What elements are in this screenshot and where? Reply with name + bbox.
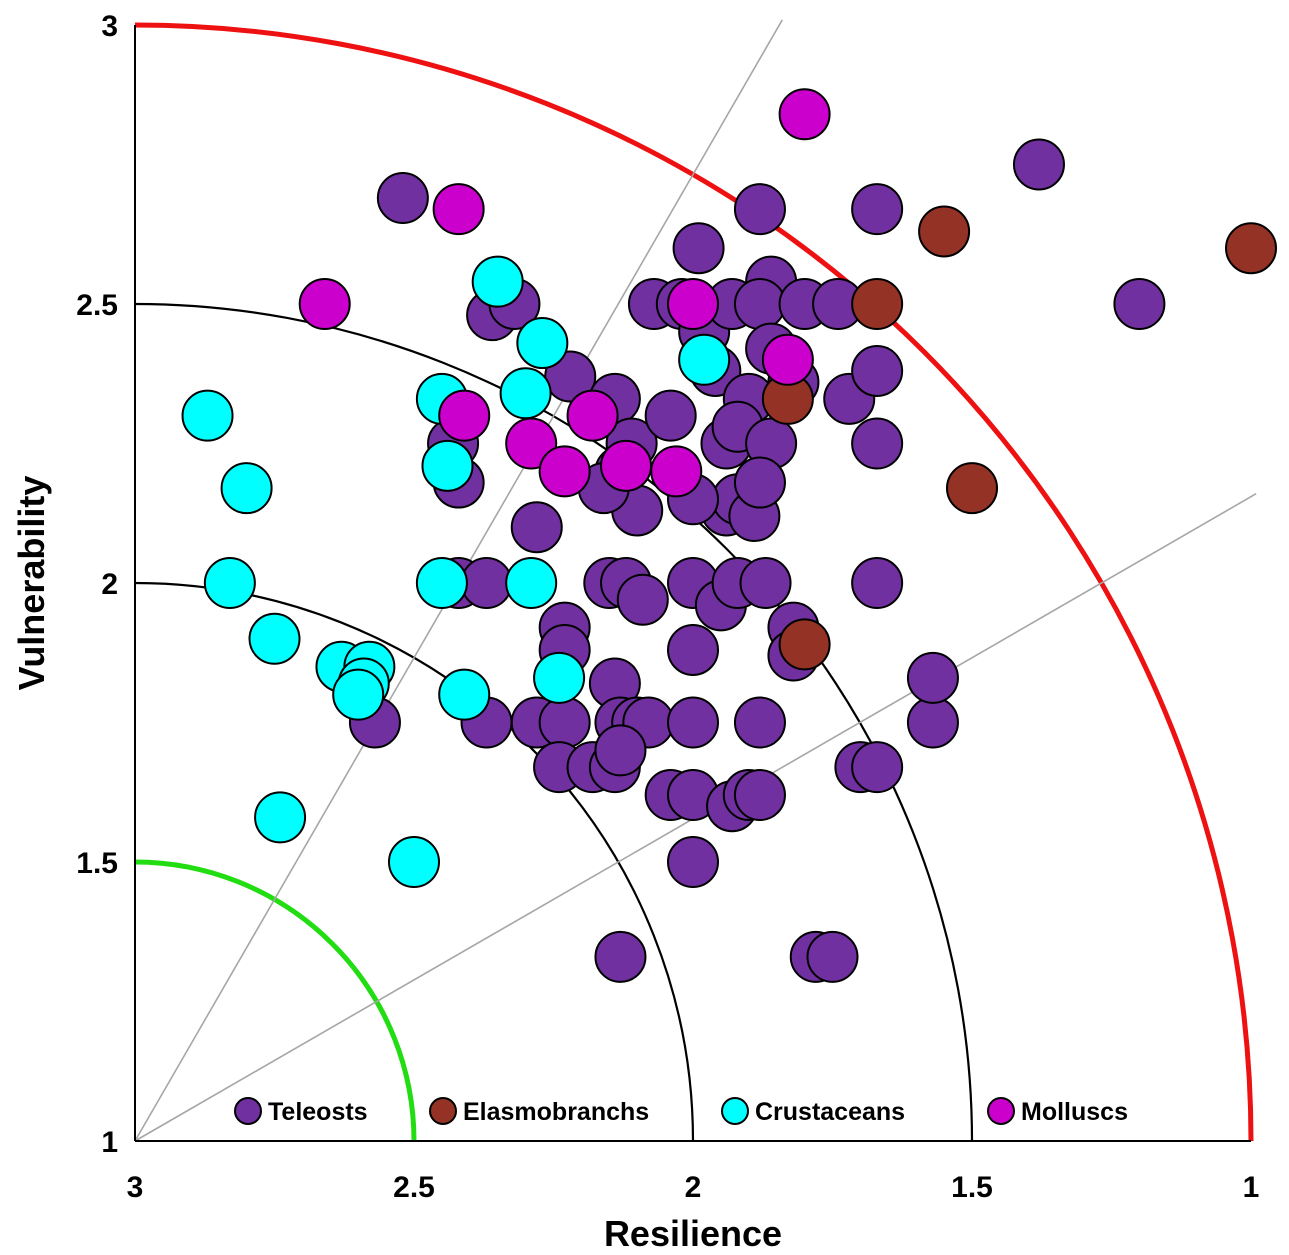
data-point — [376, 171, 429, 224]
axes-layer — [134, 25, 1251, 1142]
legend-marker — [234, 1097, 262, 1125]
legend: Teleosts Elasmobranchs Crustaceans Molluscs — [234, 1097, 1128, 1126]
data-point — [851, 344, 904, 397]
data-point — [594, 930, 647, 983]
data-point — [510, 501, 563, 554]
data-point — [761, 333, 814, 386]
data-point — [851, 557, 904, 609]
legend-label: Crustaceans — [755, 1098, 905, 1126]
y-tick-label: 2 — [101, 568, 118, 601]
data-point — [499, 367, 552, 420]
arc-3 — [134, 22, 1254, 1142]
data-point — [1012, 138, 1065, 191]
x-tick-label: 3 — [127, 1171, 144, 1204]
x-tick-label: 2.5 — [393, 1171, 435, 1204]
points-layer — [181, 88, 1277, 983]
data-point — [851, 278, 904, 330]
data-point — [906, 696, 959, 749]
y-tick-label: 2.5 — [76, 289, 118, 322]
legend-marker — [721, 1097, 749, 1125]
y-tick-label: 1 — [101, 1126, 118, 1159]
series-molluscs — [298, 88, 831, 498]
data-point — [667, 623, 719, 676]
data-point — [248, 612, 301, 665]
arc-0 — [134, 859, 417, 1142]
series-teleosts — [348, 138, 1166, 983]
arc-2 — [134, 302, 974, 1142]
series-elasmobranchs — [761, 205, 1277, 671]
data-point — [438, 389, 491, 442]
data-point — [600, 439, 653, 492]
data-point — [533, 651, 586, 704]
data-point — [644, 389, 697, 442]
data-point — [672, 222, 725, 275]
series-crustaceans — [181, 255, 731, 888]
y-axis-title: Vulnerability — [11, 476, 52, 691]
data-point — [538, 445, 591, 498]
data-point — [806, 930, 859, 983]
legend-marker — [429, 1097, 457, 1125]
x-tick-label: 2 — [685, 1171, 702, 1204]
data-point — [733, 183, 786, 236]
data-point — [733, 769, 786, 822]
x-tick-label: 1.5 — [951, 1171, 993, 1204]
y-tick-label: 3 — [101, 10, 118, 43]
data-point — [203, 557, 256, 609]
data-point — [471, 255, 524, 308]
data-point — [505, 417, 558, 470]
legend-marker — [987, 1097, 1015, 1125]
data-point — [1225, 222, 1277, 275]
data-point — [667, 836, 719, 888]
data-point — [538, 696, 591, 749]
arcs-layer — [134, 22, 1254, 1142]
data-point — [220, 462, 273, 515]
x-tick-label: 1 — [1243, 1171, 1260, 1204]
data-point — [739, 557, 792, 609]
data-point — [851, 741, 904, 794]
data-point — [505, 557, 558, 609]
data-point — [1113, 278, 1166, 330]
x-axis-title: Resilience — [604, 1213, 782, 1254]
data-point — [778, 88, 831, 141]
data-point — [778, 618, 831, 671]
data-point — [566, 389, 619, 442]
data-point — [438, 668, 491, 721]
data-point — [667, 696, 719, 749]
data-point — [298, 278, 351, 330]
data-point — [678, 333, 731, 386]
data-point — [415, 557, 468, 609]
data-point — [851, 183, 904, 236]
data-point — [650, 445, 703, 498]
data-point — [181, 389, 234, 442]
ticks-layer: 3 2.5 2 1.5 1 1 1.5 2 2.5 3 — [76, 10, 1259, 1204]
data-point — [332, 668, 385, 721]
data-point — [906, 651, 959, 704]
data-point — [421, 439, 474, 492]
data-point — [733, 278, 786, 330]
data-point — [432, 183, 485, 236]
data-point — [946, 462, 998, 515]
data-point — [733, 456, 786, 509]
y-tick-label: 1.5 — [76, 847, 118, 880]
data-point — [388, 836, 440, 888]
legend-label: Elasmobranchs — [463, 1098, 649, 1126]
legend-label: Molluscs — [1021, 1098, 1128, 1126]
data-point — [460, 557, 513, 609]
data-point — [851, 417, 904, 470]
data-point — [667, 278, 719, 330]
data-point — [254, 791, 307, 844]
data-point — [918, 205, 971, 258]
data-point — [594, 724, 647, 777]
data-point — [516, 317, 569, 370]
data-point — [733, 696, 786, 749]
data-point — [616, 573, 669, 626]
legend-label: Teleosts — [268, 1098, 368, 1126]
